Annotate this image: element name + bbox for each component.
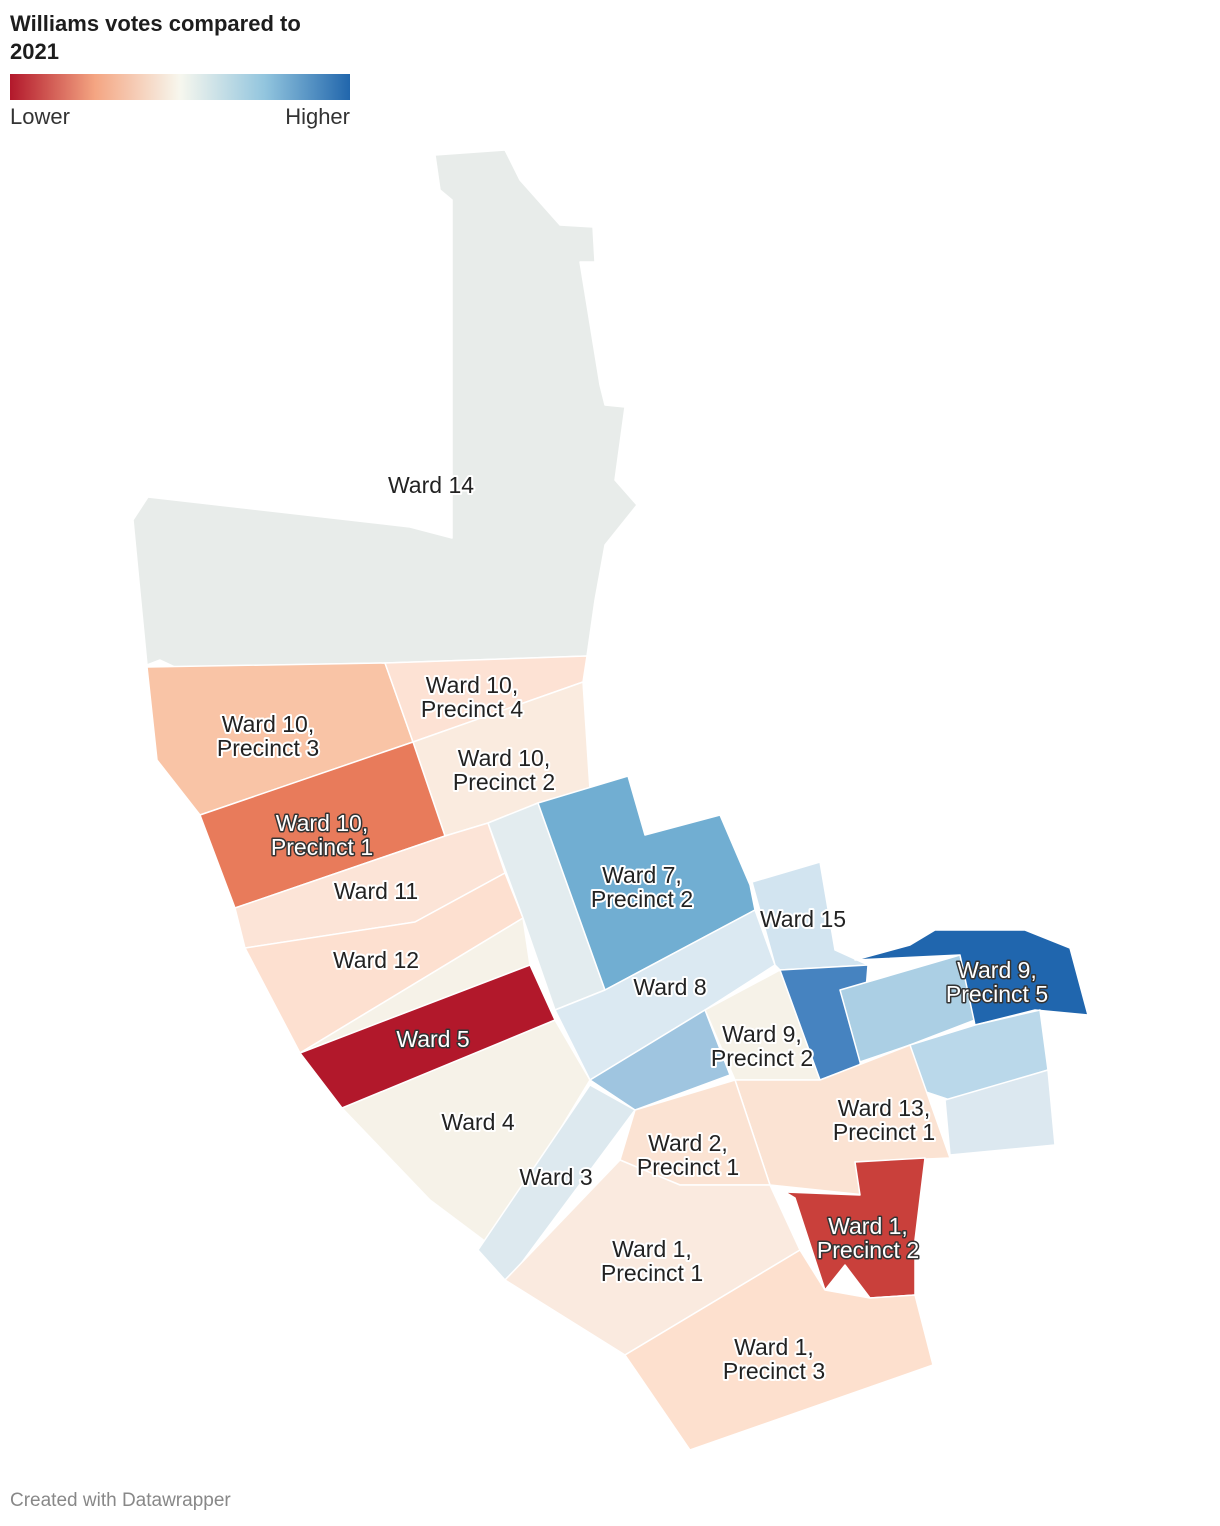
region xyxy=(589,1009,731,1111)
region-label: Precinct 1 xyxy=(833,1119,935,1145)
region-label: Ward 3 xyxy=(519,1164,592,1190)
region-label: Precinct 3 xyxy=(723,1358,825,1384)
region xyxy=(624,1249,934,1451)
region-label: Ward 7, xyxy=(602,862,682,888)
region xyxy=(839,954,976,1063)
region-label: Ward 12 xyxy=(333,947,419,973)
region-label: Ward 2, xyxy=(648,1130,728,1156)
region xyxy=(784,1157,926,1299)
region xyxy=(944,1069,1056,1156)
region-label: Ward 9, xyxy=(957,957,1037,983)
region-label: Precinct 2 xyxy=(711,1045,813,1071)
legend-high: Higher xyxy=(285,104,350,129)
region-label: Ward 14 xyxy=(388,472,474,498)
region-label: Ward 1, xyxy=(734,1334,814,1360)
region-label: Ward 11 xyxy=(334,878,418,904)
region-label: Ward 10, xyxy=(222,711,314,737)
region xyxy=(299,964,556,1109)
region-label: Precinct 2 xyxy=(817,1237,919,1263)
footer: Created with Datawrapper xyxy=(10,1490,231,1511)
region-label: Precinct 1 xyxy=(637,1154,739,1180)
region-label: Ward 13, xyxy=(838,1095,930,1121)
region-label: Ward 4 xyxy=(441,1109,514,1135)
region-label: Ward 15 xyxy=(760,906,846,932)
region-label: Ward 1, xyxy=(612,1236,692,1262)
region-label: Precinct 2 xyxy=(591,886,693,912)
region-label: Ward 9, xyxy=(722,1021,802,1047)
region-label: Precinct 1 xyxy=(601,1260,703,1286)
region-label: Precinct 4 xyxy=(421,696,523,722)
region-label: Ward 10, xyxy=(276,810,368,836)
region-label: Precinct 2 xyxy=(453,769,555,795)
region-label: Precinct 1 xyxy=(271,834,373,860)
region xyxy=(132,149,638,668)
region-label: Precinct 5 xyxy=(946,981,1048,1007)
region-label: Ward 8 xyxy=(633,974,706,1000)
legend-low: Lower xyxy=(10,104,70,129)
region-label: Ward 5 xyxy=(396,1026,469,1052)
region-label: Ward 10, xyxy=(426,672,518,698)
region-label: Ward 1, xyxy=(828,1213,908,1239)
region-label: Precinct 3 xyxy=(217,735,319,761)
region-label: Ward 10, xyxy=(458,745,550,771)
legend-gradient xyxy=(10,74,350,100)
region xyxy=(854,929,1089,1026)
title: Williams votes compared to 2021 xyxy=(10,11,301,64)
